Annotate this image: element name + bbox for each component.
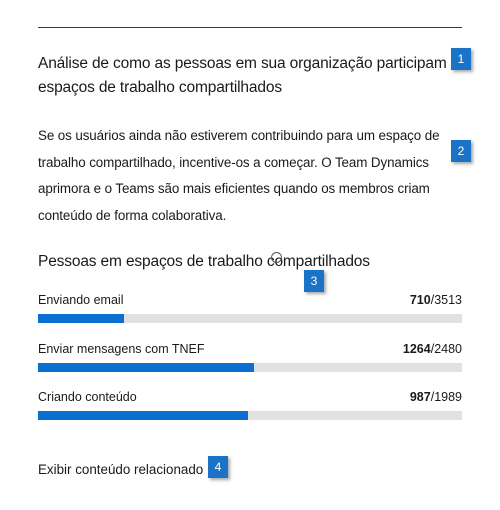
- metric-tnef-messages: Enviar mensagens com TNEF 1264/2480: [38, 341, 462, 372]
- metric-total: /3513: [430, 293, 462, 307]
- progress-fill: [38, 363, 255, 372]
- metric-label: Criando conteúdo: [38, 390, 137, 404]
- metric-total: /2480: [430, 342, 462, 356]
- related-content-link[interactable]: Exibir conteúdo relacionado: [38, 462, 204, 477]
- callout-marker-1: 1: [451, 48, 471, 70]
- metric-total: /1989: [430, 390, 462, 404]
- metric-value: 1264: [402, 342, 431, 356]
- metric-label: Enviar mensagens com TNEF: [38, 342, 205, 356]
- page-heading: Análise de como as pessoas em sua organi…: [38, 55, 468, 96]
- metric-count: 987/1989: [410, 389, 462, 405]
- metric-value: 987: [409, 390, 431, 404]
- progress-track: [38, 411, 462, 420]
- callout-marker-2: 2: [451, 140, 471, 162]
- info-icon[interactable]: [271, 252, 282, 263]
- page-description: Se os usuários ainda não estiverem contr…: [38, 128, 440, 223]
- progress-fill: [38, 411, 249, 420]
- section-title: Pessoas em espaços de trabalho compartil…: [38, 253, 370, 270]
- top-divider: [38, 27, 462, 28]
- metric-sending-email: Enviando email 710/3513: [38, 292, 462, 323]
- metric-creating-content: Criando conteúdo 987/1989: [38, 389, 462, 420]
- progress-track: [38, 363, 462, 372]
- metric-count: 1264/2480: [403, 341, 462, 357]
- progress-fill: [38, 314, 124, 323]
- metric-count: 710/3513: [410, 292, 462, 308]
- callout-marker-4: 4: [208, 456, 228, 478]
- callout-marker-3: 3: [304, 270, 324, 292]
- metric-label: Enviando email: [38, 293, 124, 307]
- metric-value: 710: [409, 293, 431, 307]
- progress-track: [38, 314, 462, 323]
